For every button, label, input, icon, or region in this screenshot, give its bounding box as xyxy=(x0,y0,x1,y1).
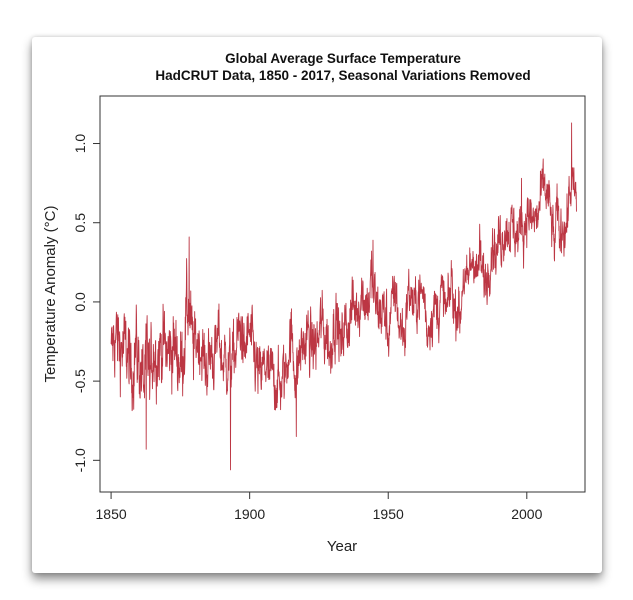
x-tick-label: 2000 xyxy=(511,506,542,522)
y-tick-label: 0.0 xyxy=(72,292,88,312)
y-tick-label: 0.5 xyxy=(72,213,88,233)
y-axis-label: Temperature Anomaly (°C) xyxy=(42,206,59,383)
x-tick-label: 1850 xyxy=(96,506,127,522)
temperature-anomaly-line xyxy=(110,122,577,471)
chart-subtitle: HadCRUT Data, 1850 - 2017, Seasonal Vari… xyxy=(155,68,530,83)
y-tick-label: -0.5 xyxy=(72,369,88,393)
y-tick-label: 1.0 xyxy=(72,134,88,154)
x-axis: 1850 1900 1950 2000 xyxy=(96,491,543,522)
series-layer xyxy=(110,122,577,471)
x-tick-label: 1950 xyxy=(373,506,404,522)
x-axis-label: Year xyxy=(327,538,357,555)
chart-card xyxy=(32,37,602,573)
plot-frame xyxy=(99,95,586,493)
chart-title: Global Average Surface Temperature xyxy=(225,51,461,66)
y-tick-label: -1.0 xyxy=(72,448,88,472)
y-axis: -1.0 -0.5 0.0 0.5 1.0 xyxy=(72,134,100,472)
x-tick-label: 1900 xyxy=(234,506,265,522)
